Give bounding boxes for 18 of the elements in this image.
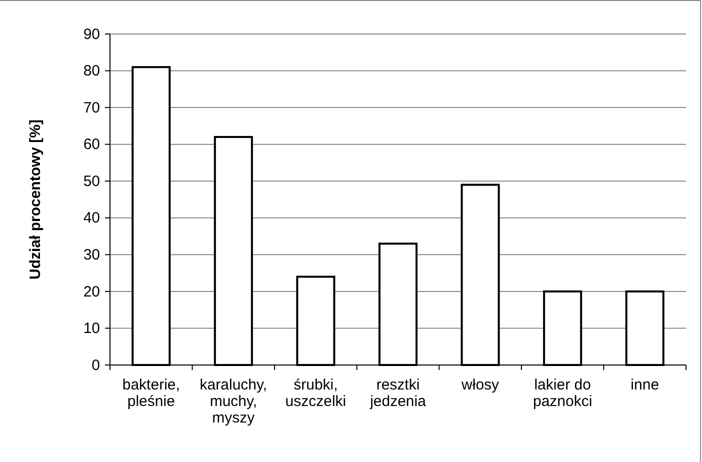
y-tick-label: 50 [83, 172, 100, 190]
y-tick-label: 80 [83, 62, 100, 80]
y-tick-label: 60 [83, 136, 100, 154]
y-tick-label: 10 [83, 320, 100, 338]
y-tick-label: 0 [92, 356, 100, 374]
y-tick-label: 40 [83, 210, 100, 227]
y-tick-label: 20 [83, 283, 100, 300]
x-tick-label: bakterie, pleśnie [122, 376, 180, 410]
y-tick-label: 90 [83, 26, 100, 43]
y-tick-label: 30 [83, 246, 100, 264]
x-tick-label: włosy [460, 376, 500, 394]
x-tick-label: karaluchy, muchy, myszy [200, 376, 268, 426]
y-tick-label: 70 [83, 99, 100, 116]
y-axis-title: Udział procentowy [%] [27, 119, 44, 280]
x-tick-label: inne [630, 376, 660, 394]
x-tick-label: lakier do paznokci [532, 376, 592, 410]
x-tick-label: resztki jedzenia [369, 376, 427, 410]
x-tick-label: śrubki, uszczelki [285, 376, 346, 410]
